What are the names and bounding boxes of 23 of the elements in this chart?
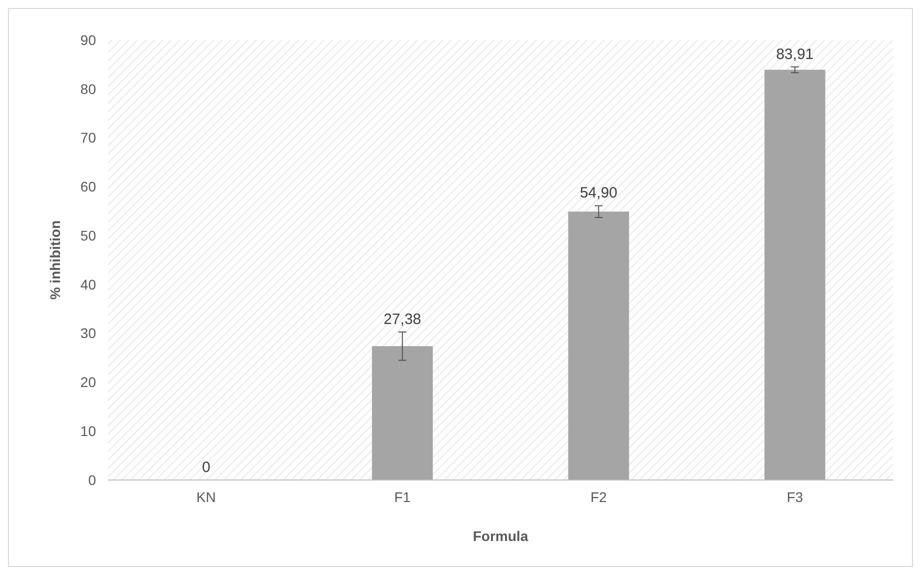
x-tick-label: F2 xyxy=(590,489,608,505)
y-tick-label: 30 xyxy=(80,325,96,342)
y-tick-label: 60 xyxy=(80,178,96,195)
y-tick-label: 80 xyxy=(80,80,96,97)
data-label: 83,91 xyxy=(776,46,814,63)
data-label: 0 xyxy=(202,459,210,476)
y-tick-label: 10 xyxy=(80,423,96,440)
bar xyxy=(568,212,630,480)
y-tick-label: 40 xyxy=(80,276,96,292)
y-tick-label: 90 xyxy=(80,32,96,48)
y-tick-label: 0 xyxy=(88,472,96,488)
y-tick-label: 20 xyxy=(80,374,96,390)
y-axis-title: % inhibition xyxy=(47,220,63,300)
x-axis-title: Formula xyxy=(472,528,528,544)
x-tick-label: KN xyxy=(196,489,216,505)
bar xyxy=(372,346,433,480)
x-tick-label: F3 xyxy=(786,489,804,505)
x-tick-label: F1 xyxy=(394,489,411,505)
y-tick-label: 50 xyxy=(80,227,96,244)
data-label: 54,90 xyxy=(580,184,618,202)
y-tick-label: 70 xyxy=(80,130,96,146)
data-label: 27,38 xyxy=(384,310,422,328)
bar xyxy=(764,70,826,480)
